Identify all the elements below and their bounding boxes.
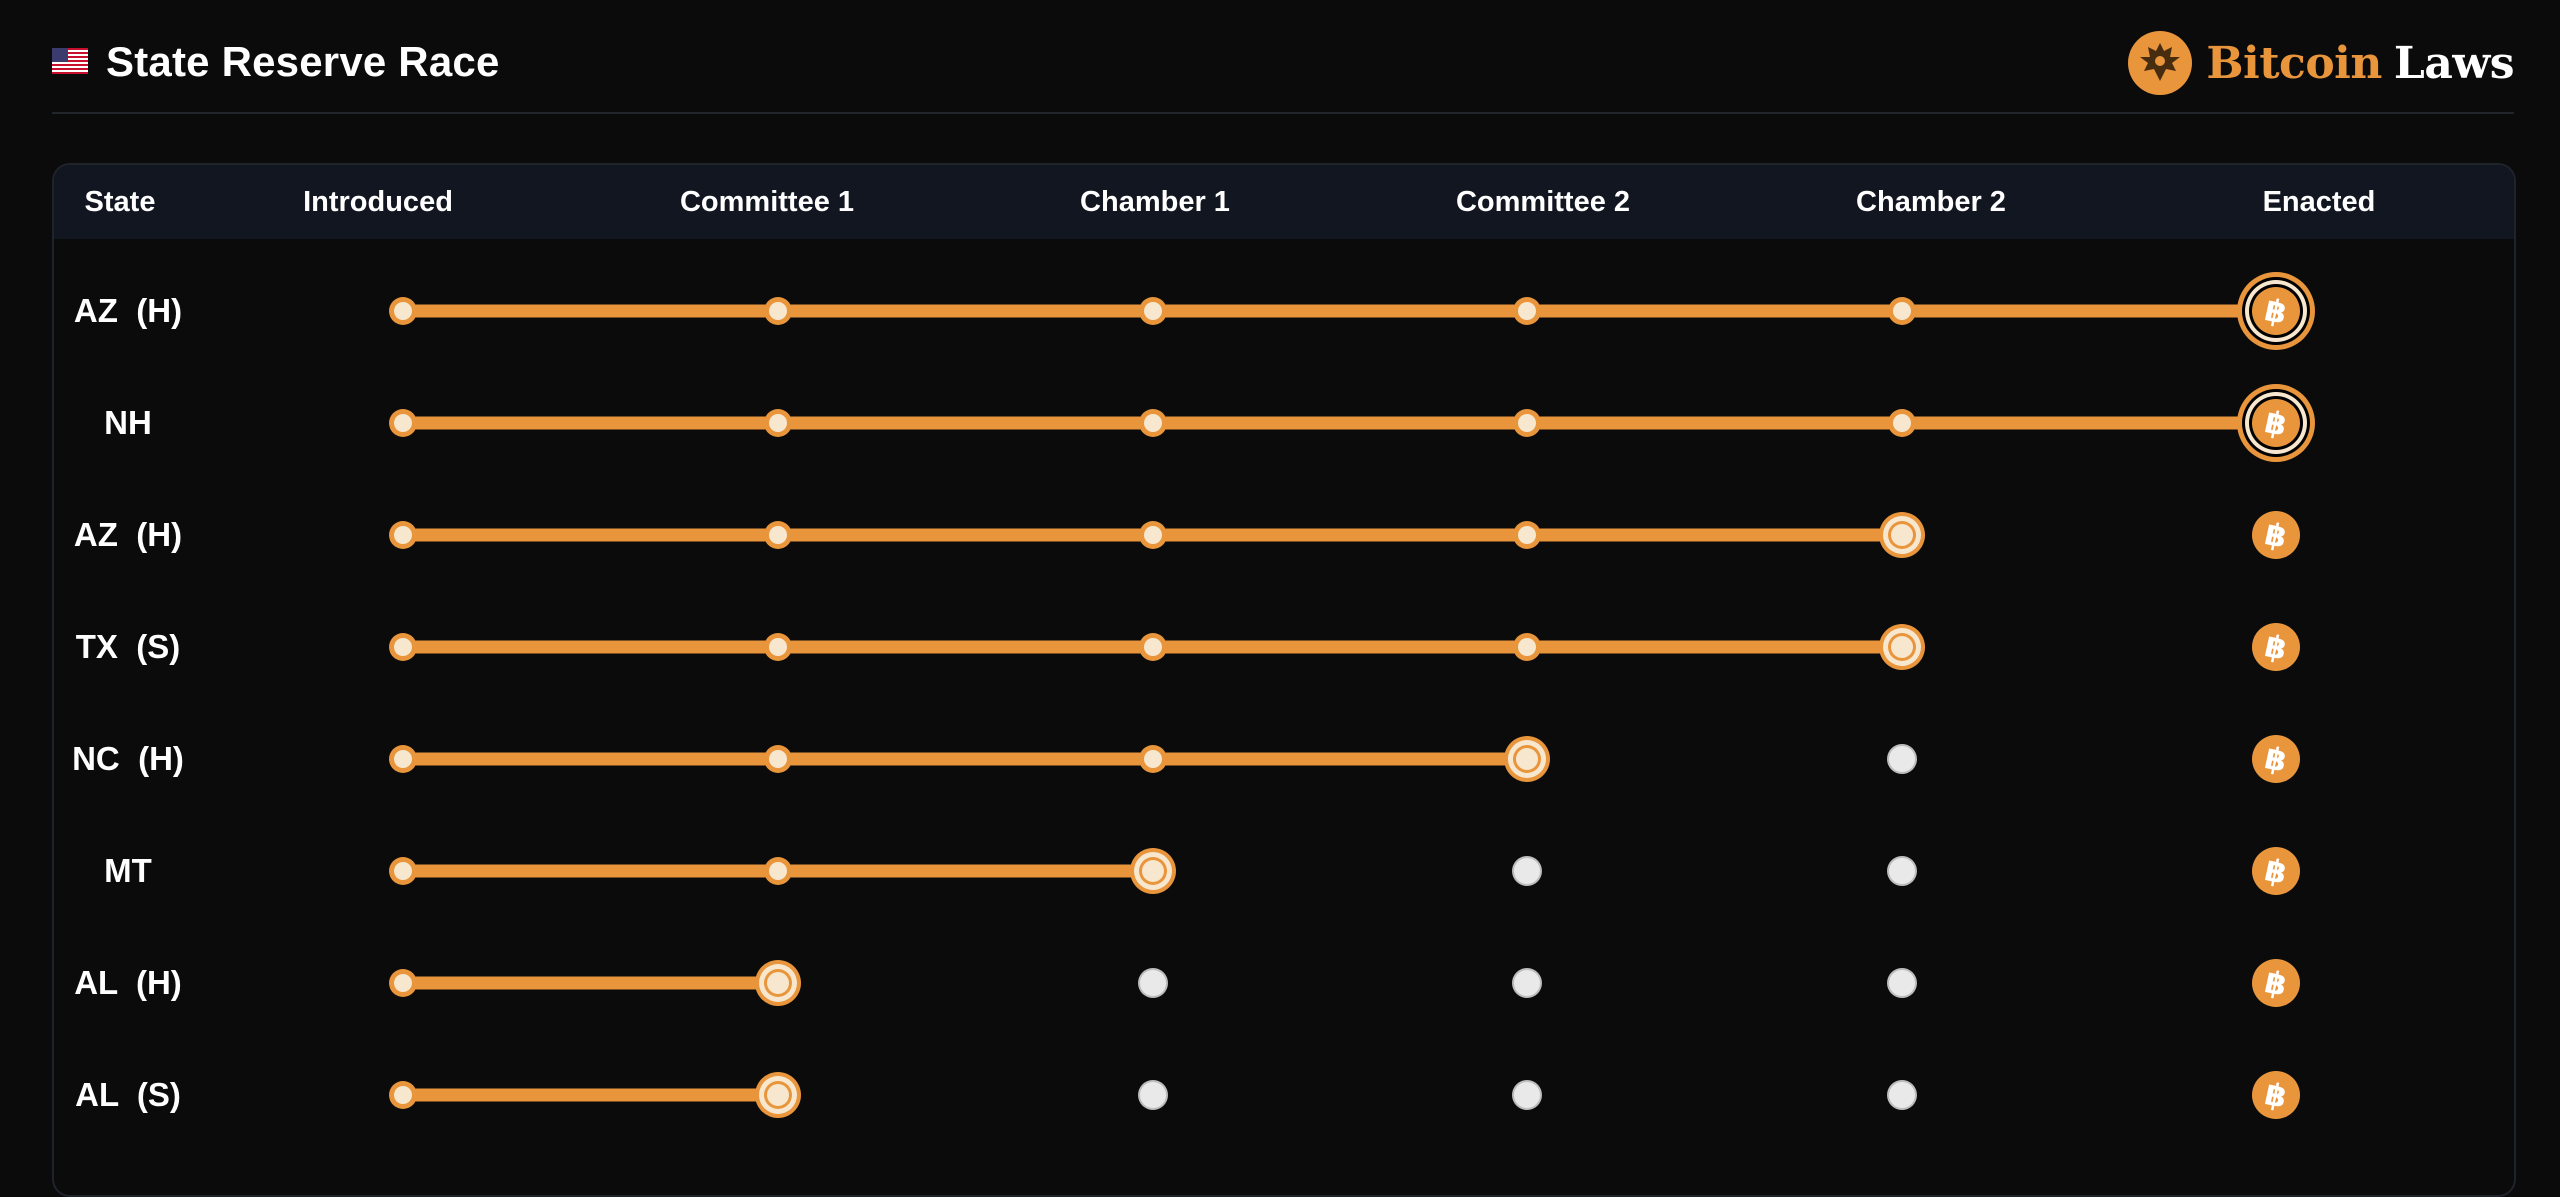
current-stage-node-core bbox=[1891, 524, 1913, 546]
completed-stage-node-core bbox=[394, 302, 412, 320]
bitcoin-icon bbox=[2252, 511, 2300, 559]
progress-track: ฿ bbox=[389, 847, 2300, 895]
bitcoin-icon bbox=[2252, 847, 2300, 895]
completed-stage-node-core bbox=[394, 1086, 412, 1104]
current-stage-node-core bbox=[1142, 860, 1164, 882]
table-row[interactable]: NC (H) ฿ bbox=[54, 703, 2514, 815]
page-title: State Reserve Race bbox=[106, 38, 500, 85]
completed-stage-node-core bbox=[1144, 414, 1162, 432]
pending-stage-node-core bbox=[1140, 1082, 1166, 1108]
column-header-state: State bbox=[84, 186, 156, 218]
completed-stage-node-core bbox=[769, 526, 787, 544]
state-label: AZ (H) bbox=[73, 516, 183, 553]
progress-track: ฿ bbox=[389, 1071, 2300, 1119]
state-label: TX (S) bbox=[75, 628, 181, 665]
brand-name: Bitcoin Laws bbox=[2206, 38, 2514, 89]
pending-stage-node-core bbox=[1889, 746, 1915, 772]
completed-stage-node-core bbox=[1144, 302, 1162, 320]
pending-stage-node-core bbox=[1514, 858, 1540, 884]
brand-word-laws: Laws bbox=[2393, 37, 2515, 89]
completed-stage-node-core bbox=[769, 302, 787, 320]
state-label: NC (H) bbox=[72, 740, 184, 777]
completed-stage-node-core bbox=[394, 638, 412, 656]
column-header-committee-2: Committee 2 bbox=[1455, 186, 1631, 218]
bitcoin-icon bbox=[2252, 959, 2300, 1007]
progress-track: ฿ bbox=[389, 272, 2315, 350]
bitcoin-icon bbox=[2252, 287, 2300, 335]
progress-track: ฿ bbox=[389, 511, 2300, 559]
completed-stage-node-core bbox=[394, 750, 412, 768]
table-row[interactable]: NH ฿ bbox=[54, 367, 2514, 479]
completed-stage-node-core bbox=[394, 414, 412, 432]
completed-stage-node-core bbox=[1893, 302, 1911, 320]
completed-stage-node-core bbox=[394, 974, 412, 992]
pending-stage-node-core bbox=[1889, 858, 1915, 884]
progress-table: State Introduced Committee 1 Chamber 1 C… bbox=[52, 163, 2516, 1197]
table-row[interactable]: AL (S) ฿ bbox=[54, 1039, 2514, 1151]
us-flag-icon bbox=[52, 48, 88, 74]
completed-stage-node-core bbox=[1893, 414, 1911, 432]
table-row[interactable]: AL (H) ฿ bbox=[54, 927, 2514, 1039]
completed-stage-node-core bbox=[769, 414, 787, 432]
column-header-enacted: Enacted bbox=[2262, 186, 2376, 218]
completed-stage-node-core bbox=[1518, 638, 1536, 656]
table-row[interactable]: MT ฿ bbox=[54, 815, 2514, 927]
brand-logo-link[interactable]: Bitcoin Laws bbox=[2128, 30, 2515, 96]
pending-stage-node-core bbox=[1889, 1082, 1915, 1108]
table-header-row: State Introduced Committee 1 Chamber 1 C… bbox=[54, 165, 2514, 239]
state-label: NH bbox=[104, 404, 152, 441]
completed-stage-node-core bbox=[1518, 526, 1536, 544]
brand-word-bitcoin: Bitcoin bbox=[2206, 37, 2382, 89]
current-stage-node-core bbox=[1516, 748, 1538, 770]
completed-stage-node-core bbox=[1518, 302, 1536, 320]
state-label: AL (S) bbox=[75, 1076, 181, 1113]
completed-stage-node-core bbox=[394, 526, 412, 544]
current-stage-node-core bbox=[1891, 636, 1913, 658]
table-row[interactable]: TX (S) ฿ bbox=[54, 591, 2514, 703]
progress-track: ฿ bbox=[389, 959, 2300, 1007]
pending-stage-node-core bbox=[1140, 970, 1166, 996]
completed-stage-node-core bbox=[1518, 414, 1536, 432]
bitcoin-icon bbox=[2252, 735, 2300, 783]
progress-track: ฿ bbox=[389, 384, 2315, 462]
pending-stage-node-core bbox=[1889, 970, 1915, 996]
completed-stage-node-core bbox=[769, 638, 787, 656]
state-label: AZ (H) bbox=[73, 292, 183, 329]
completed-stage-node-core bbox=[1144, 750, 1162, 768]
completed-stage-node-core bbox=[769, 862, 787, 880]
completed-stage-node-core bbox=[1144, 526, 1162, 544]
table-row[interactable]: AZ (H) ฿ bbox=[54, 479, 2514, 591]
state-label: AL (H) bbox=[74, 964, 182, 1001]
current-stage-node-core bbox=[767, 1084, 789, 1106]
completed-stage-node-core bbox=[769, 750, 787, 768]
current-stage-node-core bbox=[767, 972, 789, 994]
bitcoin-icon bbox=[2252, 399, 2300, 447]
column-header-committee-1: Committee 1 bbox=[679, 186, 855, 218]
column-header-chamber-2: Chamber 2 bbox=[1856, 186, 2006, 218]
completed-stage-node-core bbox=[394, 862, 412, 880]
page-header: State Reserve Race Bitcoin Laws bbox=[52, 0, 2515, 114]
column-header-chamber-1: Chamber 1 bbox=[1080, 186, 1230, 218]
pending-stage-node-core bbox=[1514, 1082, 1540, 1108]
pending-stage-node-core bbox=[1514, 970, 1540, 996]
progress-track: ฿ bbox=[389, 623, 2300, 671]
state-label: MT bbox=[104, 852, 152, 889]
completed-stage-node-core bbox=[1144, 638, 1162, 656]
bitcoin-icon bbox=[2252, 623, 2300, 671]
eagle-seal-icon bbox=[2128, 31, 2193, 95]
bitcoin-icon bbox=[2252, 1071, 2300, 1119]
column-header-introduced: Introduced bbox=[303, 186, 453, 218]
table-row[interactable]: AZ (H) ฿ bbox=[54, 255, 2514, 367]
progress-track: ฿ bbox=[389, 735, 2300, 783]
